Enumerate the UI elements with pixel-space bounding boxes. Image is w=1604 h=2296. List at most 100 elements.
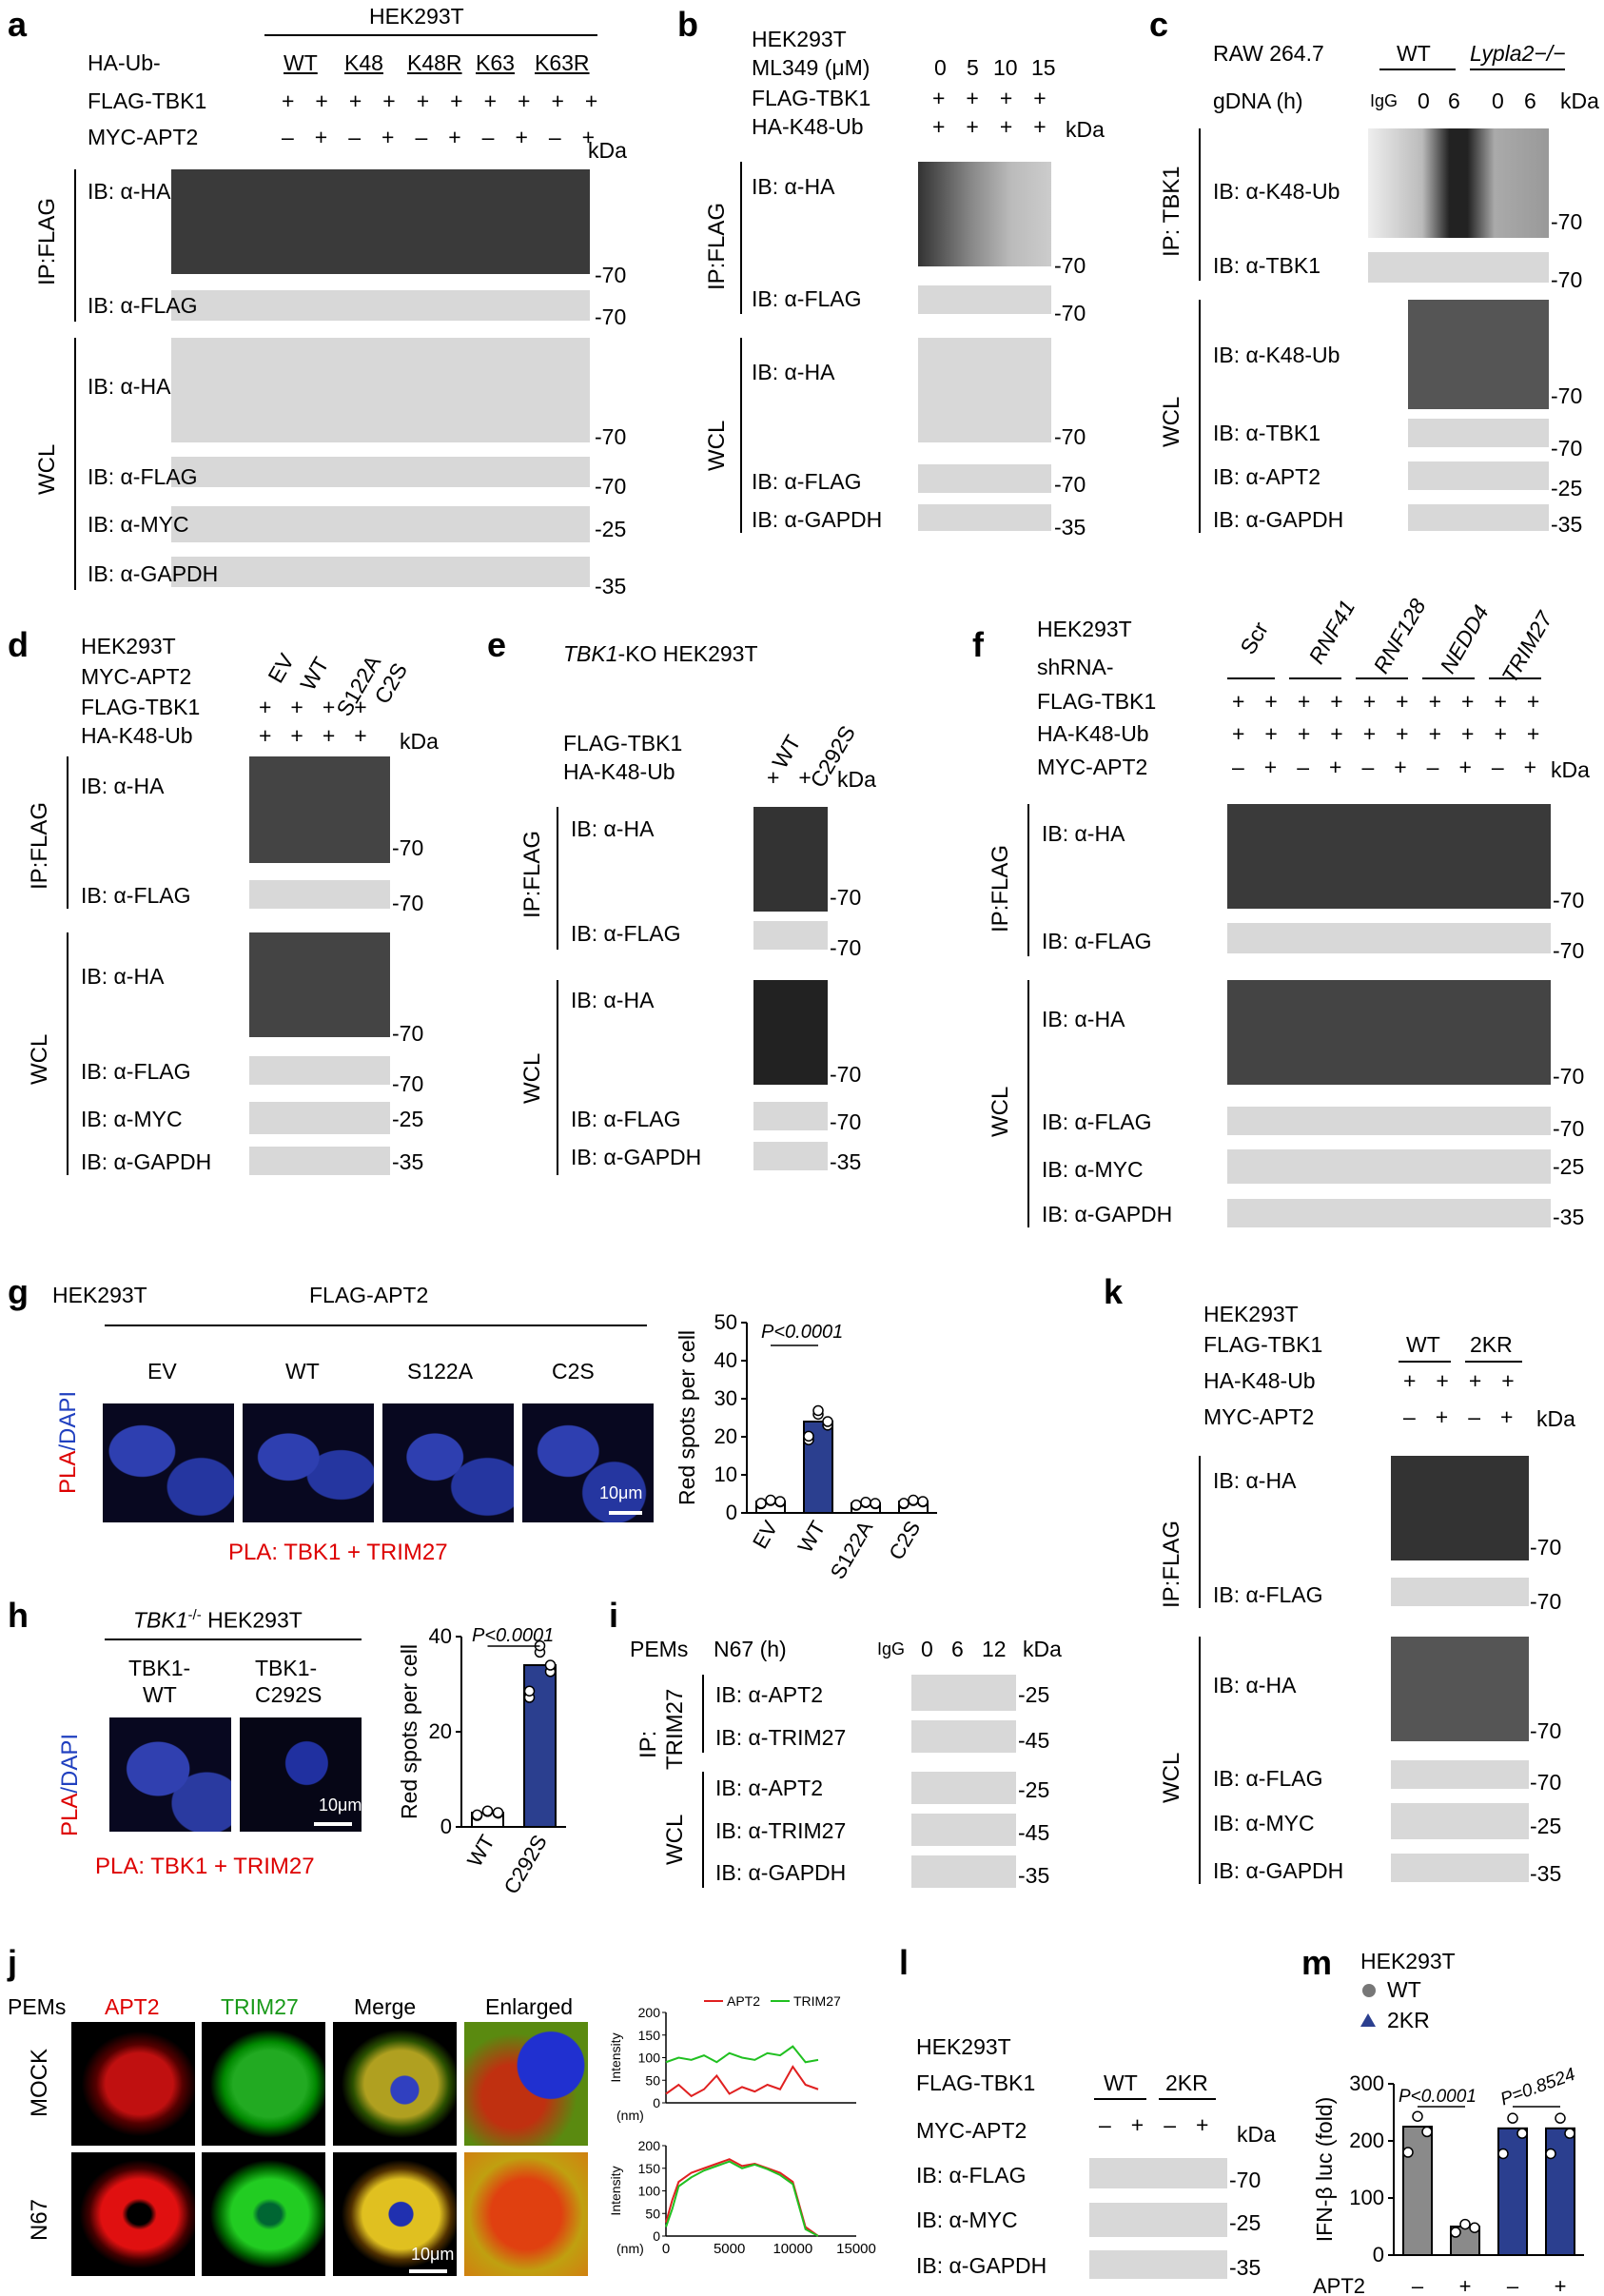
y-tick-label: 300 [1349, 2071, 1384, 2095]
row-label: HA-Ub- [88, 50, 161, 75]
wcl-label: WCL [34, 443, 60, 495]
chart-m: 0 100 200 300 IFN-β luc (fold) P<0.0001 P=0.85… [1312, 2065, 1584, 2296]
x-tick-label: S122A [826, 1517, 878, 1583]
lane-label: K48 [344, 50, 383, 75]
x-tick-label: WT [462, 1831, 499, 1871]
y-axis-label: IFN-β luc (fold) [1312, 2097, 1337, 2243]
x-axis-label: (nm) [616, 2241, 644, 2256]
y-tick-label: 150 [638, 2028, 661, 2043]
data-point [908, 1494, 919, 1506]
data-point [1412, 2110, 1423, 2122]
y-axis-label: Intensity [608, 2032, 623, 2082]
x-axis-label: (nm) [616, 2108, 644, 2123]
y-tick-label: 100 [638, 2051, 661, 2066]
y-tick-label: 0 [653, 2095, 660, 2110]
y-tick-label: 100 [1349, 2186, 1384, 2209]
y-tick-label: 10 [714, 1462, 737, 1486]
y-tick-label: 0 [726, 1501, 737, 1524]
data-point [523, 1685, 536, 1697]
y-tick-label: 40 [429, 1624, 452, 1648]
series-line [665, 2065, 819, 2098]
kda-label: kDa [588, 138, 627, 163]
x-tick-label: 0 [662, 2241, 670, 2257]
legend-label: APT2 [727, 1993, 760, 2009]
x-tick-label: 5000 [714, 2241, 745, 2257]
ib-label: IB: α-HA [88, 374, 171, 399]
data-point [870, 1498, 881, 1509]
data-point [481, 1805, 494, 1816]
bar [1545, 2127, 1575, 2256]
data-point [544, 1659, 557, 1671]
lane-label: WT [284, 50, 318, 75]
x-tick-label: WT [793, 1517, 831, 1557]
row-label: MYC-APT2 [88, 125, 199, 149]
lane-label: K48R [407, 50, 462, 75]
series-line [665, 2160, 819, 2237]
ib-label: IB: α-GAPDH [88, 561, 219, 586]
p-value: P<0.0001 [761, 1322, 843, 1343]
y-axis-label: Intensity [608, 2166, 623, 2215]
data-point [1469, 2222, 1480, 2233]
x-tick-label: EV [748, 1517, 782, 1553]
y-tick-label: 20 [429, 1719, 452, 1743]
data-point [1516, 2128, 1528, 2139]
data-point [1507, 2112, 1518, 2124]
x-tick-label: C2S [884, 1517, 925, 1564]
p-value: P<0.0001 [472, 1625, 554, 1646]
ib-label: IB: α-FLAG [88, 464, 198, 489]
data-point [492, 1807, 504, 1818]
data-point [917, 1496, 929, 1507]
lane-label: K63 [476, 50, 515, 75]
lane-label: K63R [535, 50, 590, 75]
ib-label: IB: α-HA [88, 179, 171, 204]
x-sign: – [1507, 2274, 1519, 2296]
data-point [860, 1497, 871, 1508]
data-point [1497, 2148, 1509, 2160]
y-axis-label: Red spots per cell [397, 1644, 421, 1819]
data-point [803, 1430, 814, 1442]
y-tick-label: 100 [638, 2184, 661, 2199]
p-value: P=0.8524 [1498, 2065, 1578, 2110]
bar [1497, 2127, 1528, 2256]
series-line [665, 2158, 819, 2237]
data-point [1421, 2126, 1433, 2138]
data-point [851, 1499, 862, 1511]
y-tick-label: 200 [1349, 2129, 1384, 2152]
y-tick-label: 20 [714, 1424, 737, 1448]
panel-label-b: b [677, 5, 698, 44]
cell-line: HEK293T [369, 4, 464, 29]
x-row-label: APT2 [1313, 2274, 1365, 2296]
y-tick-label: 40 [714, 1348, 737, 1372]
x-sign: + [1459, 2274, 1472, 2296]
ip-label: IP:FLAG [34, 197, 60, 285]
y-axis-label: Red spots per cell [675, 1330, 699, 1505]
y-tick-label: 50 [645, 2072, 660, 2088]
series-line [665, 2045, 819, 2064]
data-point [822, 1416, 833, 1427]
y-tick-label: 30 [714, 1386, 737, 1410]
y-tick-label: 0 [440, 1815, 452, 1838]
x-tick-label: 10000 [773, 2241, 812, 2257]
data-point [774, 1496, 786, 1507]
y-tick-label: 50 [645, 2206, 660, 2221]
chart-j: 0 50 100 150 200 (nm) Intensity APT2 TRIM27 0 50 10… [608, 1993, 876, 2257]
x-sign: + [1555, 2274, 1567, 2296]
panel-label-a: a [8, 5, 28, 44]
data-point [1402, 2147, 1414, 2158]
data-point [812, 1404, 824, 1417]
p-value: P<0.0001 [1399, 2087, 1477, 2107]
ib-label: IB: α-MYC [88, 512, 189, 537]
chart-h: 0 20 40 Red spots per cell WT C292S P<0.0001 [397, 1624, 566, 1898]
data-point [1450, 2227, 1461, 2238]
data-point [471, 1809, 483, 1821]
data-point [898, 1498, 910, 1509]
y-tick-label: 0 [1373, 2243, 1384, 2267]
y-tick-label: 0 [653, 2228, 660, 2244]
y-tick-label: 50 [714, 1310, 737, 1334]
y-tick-label: 150 [638, 2161, 661, 2176]
data-point [765, 1494, 776, 1506]
data-point [1555, 2112, 1566, 2124]
x-sign: – [1412, 2274, 1424, 2296]
row-label: FLAG-TBK1 [88, 88, 207, 113]
data-point [1564, 2128, 1575, 2139]
